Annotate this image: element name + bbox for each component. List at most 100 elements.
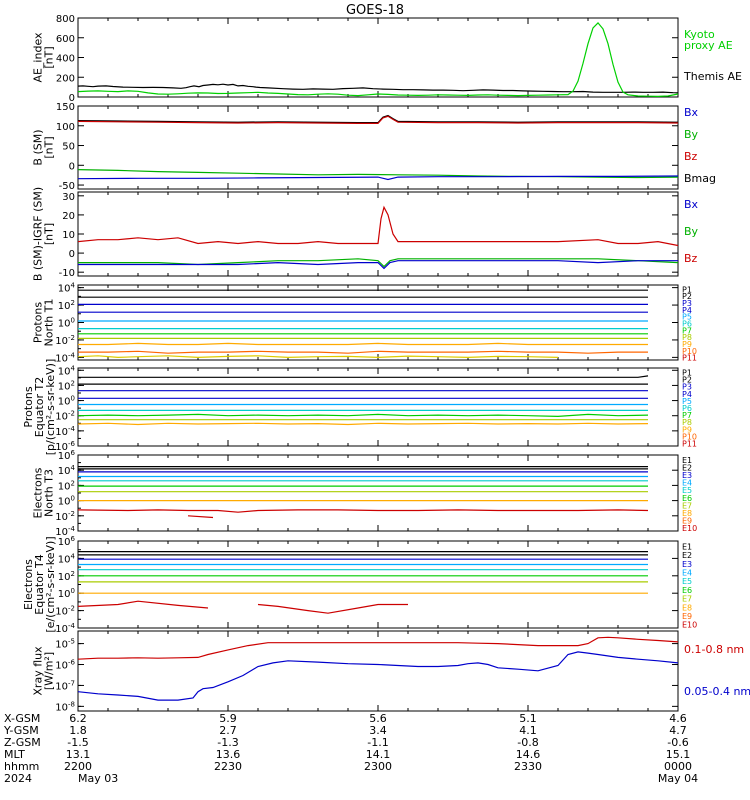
y-axis-label: Protons (32, 302, 45, 343)
legend-entry: P4 (682, 390, 692, 399)
series-bx (78, 260, 678, 270)
x-tick-value: 6.2 (69, 712, 87, 725)
panel-frame (77, 367, 679, 447)
x-tick-value: May 04 (658, 772, 698, 785)
series-kyoto-proxy-ae (78, 22, 678, 97)
y-axis-label: [W/m²] (43, 652, 56, 690)
legend-entry: Bx (684, 106, 699, 119)
series-by (78, 258, 678, 268)
legend-entry: P8 (682, 418, 692, 427)
y-tick-label: 0 (69, 93, 75, 104)
y-tick-label: 10-2 (55, 334, 75, 347)
legend-entry: E3 (682, 560, 692, 569)
y-tick-label: 10-6 (55, 659, 75, 672)
legend-entry: Bx (684, 198, 699, 211)
y-axis-label: [nT] (43, 136, 56, 158)
series-bz (78, 115, 678, 125)
legend-entry: P8 (682, 333, 692, 342)
y-axis-label: [p/(cm²-s-sr-keV)] (44, 359, 57, 456)
series-p9 (78, 342, 648, 346)
series-0-05-0-4-nm (78, 651, 678, 701)
panel-frame (77, 284, 679, 361)
legend-entry: E1 (682, 542, 692, 551)
legend-entry: Bz (684, 150, 698, 163)
series-e9 (78, 600, 209, 609)
x-row-label: 2024 (4, 772, 32, 785)
y-tick-label: 800 (56, 14, 75, 25)
series-e10 (257, 603, 408, 614)
y-tick-label: 10 (62, 230, 75, 241)
legend-entry: E2 (682, 551, 692, 560)
x-tick-value: 2300 (364, 760, 392, 773)
series-e9 (78, 509, 649, 513)
y-axis-label: Electrons (32, 467, 45, 518)
legend-entry: Kyoto (684, 28, 715, 41)
y-tick-label: 104 (58, 282, 76, 295)
y-tick-label: 0 (69, 249, 75, 260)
series-p7 (78, 413, 649, 418)
y-tick-label: 102 (58, 379, 75, 392)
series-by (78, 169, 678, 179)
y-axis-label: B (SM) (32, 129, 45, 165)
panel-frame (77, 540, 679, 629)
legend-entry: Themis AE (683, 70, 742, 83)
y-axis-label: Equator T4 (33, 554, 46, 614)
legend-entry: proxy AE (684, 39, 733, 52)
y-tick-label: -50 (59, 181, 75, 192)
y-axis-label: Electrons (22, 559, 35, 610)
x-tick-value: 2200 (64, 760, 92, 773)
legend-entry: P2 (682, 292, 692, 301)
legend-entry: E9 (682, 612, 692, 621)
x-row-label: MLT (4, 748, 25, 761)
y-tick-label: 10-4 (55, 351, 75, 364)
legend-entry: E2 (682, 463, 692, 472)
y-tick-label: 102 (58, 479, 75, 492)
legend-entry: P11 (682, 439, 697, 448)
y-axis-label: AE_index (32, 32, 45, 83)
y-axis-label: Equator T2 (33, 377, 46, 437)
legend-entry: E7 (682, 595, 692, 604)
series-bz (78, 205, 678, 247)
x-tick-value: 5.1 (519, 712, 537, 725)
series-p1 (78, 375, 649, 378)
y-tick-label: 400 (56, 54, 75, 65)
y-tick-label: 104 (58, 364, 76, 377)
x-row-label: X-GSM (4, 712, 40, 725)
y-tick-label: 106 (58, 449, 76, 462)
y-tick-label: 10-4 (55, 525, 75, 538)
y-tick-label: 20 (62, 211, 75, 222)
legend-entry: Bz (684, 252, 698, 265)
legend-entry: Bmag (684, 172, 716, 185)
y-axis-label: [e/(cm²-s-sr-keV)] (44, 536, 57, 632)
y-tick-label: 102 (58, 570, 75, 583)
x-tick-value: 13.6 (216, 748, 241, 761)
series-p9 (78, 422, 649, 426)
legend-entry: E6 (682, 494, 692, 503)
y-tick-label: -10 (59, 268, 75, 279)
legend-entry: P4 (682, 306, 692, 315)
x-tick-value: 4.7 (669, 724, 687, 737)
legend-entry: P6 (682, 404, 692, 413)
x-tick-value: 4.6 (669, 712, 687, 725)
series-e10 (187, 515, 214, 519)
y-tick-label: 30 (62, 192, 75, 203)
legend-entry: E4 (682, 568, 692, 577)
series-bmag (78, 114, 678, 124)
series-bx (78, 175, 678, 181)
panel-b: 150 100 50 0 -50 B (SM)[nT] Bx By Bz Bmag (32, 102, 717, 192)
y-tick-label: 106 (58, 535, 76, 548)
y-axis-label: Xray flux (32, 646, 45, 696)
x-tick-value: 3.4 (369, 724, 387, 737)
y-tick-label: 102 (58, 299, 75, 312)
y-axis-label: B (SM)-IGRF (SM) (32, 187, 45, 281)
x-tick-value: 0000 (664, 760, 692, 773)
y-tick-label: 104 (58, 464, 76, 477)
legend-entry: E4 (682, 479, 692, 488)
y-tick-label: 100 (58, 495, 75, 508)
x-tick-value: 14.6 (516, 748, 541, 761)
x-tick-value: 2330 (514, 760, 542, 773)
y-tick-label: 10-4 (55, 622, 75, 635)
y-tick-label: 100 (58, 395, 75, 408)
